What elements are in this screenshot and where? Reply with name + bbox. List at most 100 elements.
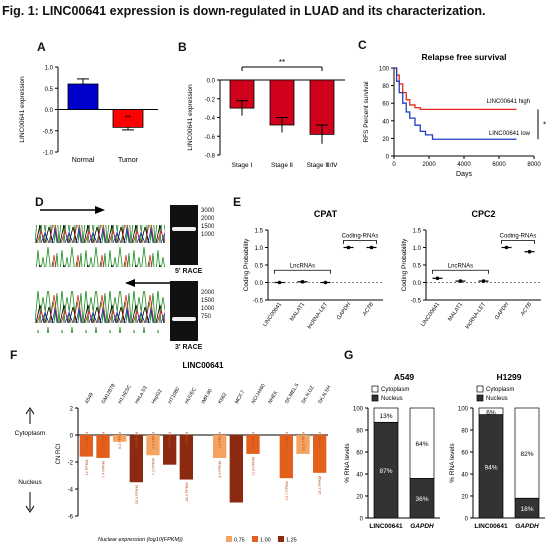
- g-bar-cytoplasm: [514, 407, 540, 499]
- c-xtick-label: 6000: [492, 162, 506, 168]
- ladder-bottom-3: 750: [201, 314, 212, 320]
- f-nuc-label: 7.4 FPKM: [102, 461, 106, 478]
- a-ytick-label: 1.0: [45, 66, 54, 72]
- f-legend-swatch: [226, 536, 232, 542]
- g-title: H1299: [496, 372, 521, 382]
- f-bar: [179, 435, 193, 480]
- g-xtick-label: GAPDH: [515, 523, 539, 530]
- panel-label-d: D: [35, 195, 44, 209]
- panel-label-f: F: [10, 348, 18, 362]
- f-ytick-label: 0: [70, 434, 74, 440]
- ladder-bottom-2: 1000: [201, 306, 215, 312]
- f-nuc-label: 12 FPKM: [85, 460, 89, 476]
- g-ytick-label: 20: [461, 495, 468, 501]
- forward-arrow-head-icon: [95, 206, 105, 214]
- g-ylabel: % RNA levels: [344, 443, 351, 483]
- ladder-bottom-0: 2000: [201, 290, 215, 296]
- f-legend-label: 0.75: [234, 538, 245, 544]
- e-ytick-label: 1.5: [255, 229, 264, 235]
- c-xtick-label: 2000: [422, 162, 436, 168]
- c-xtick-label: 8000: [527, 162, 541, 168]
- e-ylabel: Coding Probability: [243, 238, 250, 292]
- panel-g-plot: A549 Cytoplasm Nucleus 100 80 60 40 20 0 87% 13% LI…: [344, 372, 545, 530]
- e-point: [527, 249, 532, 254]
- f-ytick-label: 2: [70, 407, 74, 413]
- f-cell-line: GM12878: [101, 383, 117, 405]
- race-3-label: 3' RACE: [175, 344, 203, 351]
- g-nuc-pct: 36%: [415, 496, 428, 503]
- f-cell-line: HT1080: [167, 386, 181, 405]
- f-bar: [96, 435, 110, 458]
- f-cyto-label: 6.2 FPKM: [118, 432, 122, 449]
- panel-label-e: E: [233, 195, 242, 209]
- b-ytick-label: 0.0: [207, 79, 216, 85]
- e-ytick-label: 0.5: [255, 264, 264, 270]
- panel-label-a: A: [37, 40, 46, 54]
- f-bar: [246, 435, 260, 454]
- g-ytick-label: 40: [356, 473, 363, 479]
- g-ytick-label: 80: [356, 429, 363, 435]
- f-cell-line: HeLa.S3: [134, 385, 149, 405]
- figure-title: Fig. 1: LINC00641 expression is down-reg…: [2, 4, 486, 18]
- e-xtick-label: LINC00641: [262, 302, 283, 328]
- g-legend-swatch-cyto: [476, 385, 484, 393]
- b-significance: **: [279, 58, 285, 67]
- f-legend-swatch: [278, 536, 284, 542]
- c-ytick-label: 60: [382, 102, 389, 108]
- f-cytoplasm-label: Cytoplasm: [15, 430, 46, 437]
- e-point: [323, 280, 328, 285]
- f-nuc-label: 28.3 FPKM: [185, 483, 189, 502]
- f-ytick-label: -6: [68, 515, 74, 521]
- a-ytick-label: 0.5: [45, 87, 54, 93]
- chromatogram-top: [35, 225, 165, 267]
- a-ytick-label: -0.5: [43, 129, 54, 135]
- f-down-arrow-icon: [25, 505, 35, 513]
- f-ytick-label: -4: [68, 488, 74, 494]
- e-ytick-label: -0.5: [253, 299, 264, 305]
- g-xtick-label: LINC00641: [369, 523, 403, 530]
- ladder-top-1: 2000: [201, 216, 215, 222]
- f-bar: [163, 435, 177, 465]
- f-title: LINC00641: [183, 361, 224, 370]
- f-nuc-label: 3.9 FPKM: [218, 461, 222, 478]
- g-ytick-label: 100: [458, 407, 469, 413]
- g-bar-cytoplasm: [478, 407, 504, 415]
- panel-g-chart: A549 Cytoplasm Nucleus 100 80 60 40 20 0 87% 13% LI…: [344, 372, 545, 530]
- f-bar: [146, 435, 160, 456]
- e-ytick-label: 1.0: [413, 246, 422, 252]
- f-cell-line: HUVEC: [184, 387, 198, 405]
- g-ylabel: % RNA levels: [449, 443, 456, 483]
- f-cell-line: H1.hESC: [117, 384, 133, 405]
- ladder-top: 3000 2000 1500 1000: [201, 207, 214, 239]
- e-xtick-label: GAPDH: [336, 302, 352, 321]
- g-ytick-label: 0: [360, 517, 364, 523]
- panel-label-c: C: [358, 38, 367, 52]
- f-up-arrow-icon: [25, 407, 35, 415]
- panel-label-g: G: [344, 348, 354, 362]
- f-legend-swatch: [252, 536, 258, 542]
- g-cyto-pct: 64%: [415, 441, 428, 448]
- e-coding-label: Coding-RNAs: [500, 234, 537, 240]
- c-title: Relapse free survival: [421, 52, 506, 62]
- f-legend-label: 1.00: [260, 538, 271, 544]
- b-ytick-label: -0.2: [205, 97, 216, 103]
- panel-d: 3000 2000 1500 1000 2000 1500 1000 750 5…: [35, 205, 230, 351]
- ladder-top-3: 1000: [201, 232, 215, 238]
- a-xtick-label: Tumor: [118, 157, 139, 164]
- g-ytick-label: 0: [465, 517, 469, 523]
- c-series-line: [394, 67, 517, 140]
- e-point: [458, 279, 463, 283]
- f-cyto-label: 5.5 FPKM: [135, 432, 139, 449]
- c-xtick-label: 4000: [457, 162, 471, 168]
- g-xtick-label: GAPDH: [410, 523, 434, 530]
- f-cyto-label: 2 FPKM: [318, 432, 322, 446]
- panel-label-b: B: [178, 40, 187, 54]
- e-xtick-label: ACTB: [361, 301, 375, 318]
- c-ytick-label: 80: [382, 84, 389, 90]
- e-lnc-label: LncRNAs: [448, 263, 473, 269]
- g-cyto-pct: 6%: [486, 409, 496, 416]
- e-point: [346, 245, 351, 250]
- e-point: [504, 245, 509, 250]
